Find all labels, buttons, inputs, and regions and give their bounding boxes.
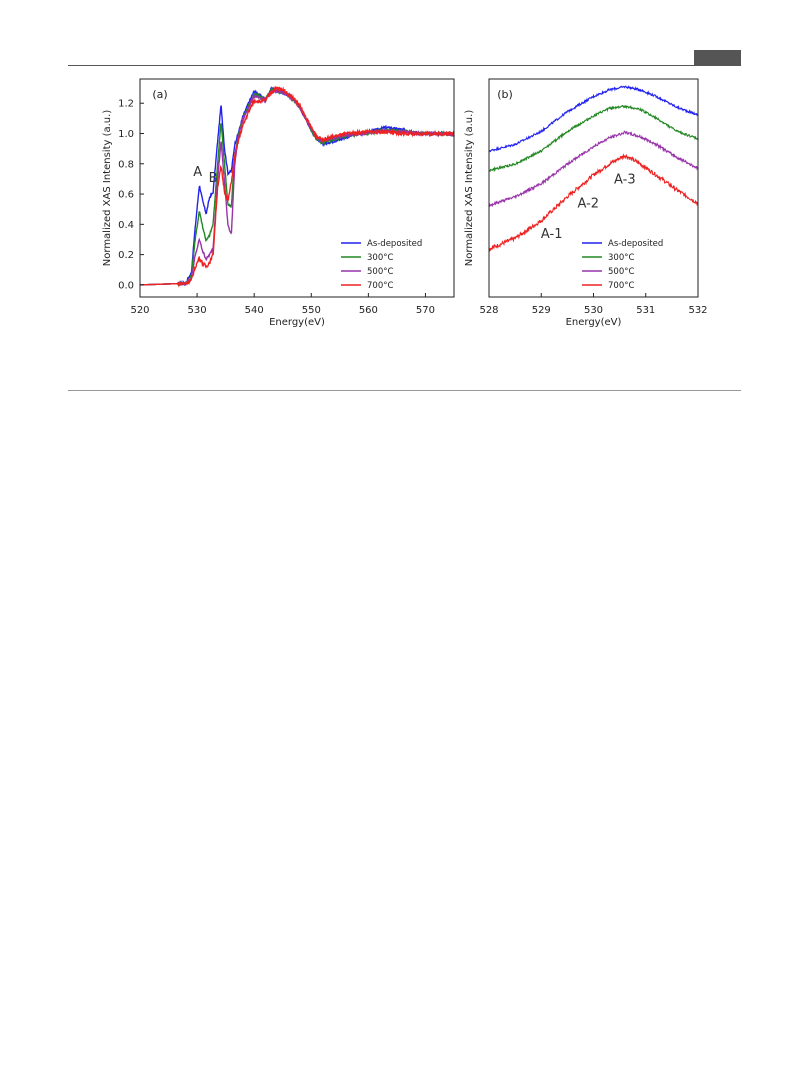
panel-label: (b) [497, 88, 513, 101]
legend-entry: As-deposited [608, 239, 663, 249]
legend: As-deposited 300°C 500°C 700°C [341, 239, 422, 291]
x-tick-label: 531 [636, 305, 655, 316]
y-axis-title: Normalized XAS Intensity (a.u.) [102, 110, 113, 267]
legend-entry: 300°C [608, 253, 634, 263]
panel-label: (a) [152, 88, 167, 101]
series-line-4 [139, 85, 455, 288]
x-tick-label: 532 [688, 305, 707, 316]
y-tick-label: 0.0 [118, 280, 134, 291]
y-tick-label: 1.2 [118, 99, 134, 110]
figure-bottom-rule [68, 390, 741, 391]
series-line-4 [488, 153, 699, 253]
legend-entry: 300°C [367, 253, 393, 263]
x-tick-label: 528 [479, 305, 498, 316]
panel-a: 520 530 540 550 560 570 0.0 0.2 0.4 0.6 0.8 1.0 1.2 E… [102, 78, 455, 328]
x-tick-label: 560 [359, 305, 378, 316]
legend-entry: 500°C [367, 267, 393, 277]
x-tick-label: 530 [188, 305, 207, 316]
series-line-1 [139, 86, 455, 287]
plot-frame [488, 78, 699, 298]
x-tick-label: 530 [584, 305, 603, 316]
legend: As-deposited 300°C 500°C 700°C [582, 239, 663, 291]
legend-entry: 500°C [608, 267, 634, 277]
series-line-1 [488, 85, 699, 153]
x-axis-title: Energy(eV) [566, 317, 622, 328]
header-rule [68, 65, 741, 66]
peak-annotation: B [209, 171, 218, 186]
series-line-3 [139, 88, 455, 287]
y-tick-label: 1.0 [118, 129, 134, 140]
series-group [488, 85, 699, 253]
y-tick-label: 0.2 [118, 250, 134, 261]
legend-entry: As-deposited [367, 239, 422, 249]
series-group [139, 85, 455, 288]
y-tick-label: 0.4 [118, 220, 134, 231]
series-line-2 [139, 87, 455, 287]
panel-b: 528 529 530 531 532 Energy(eV) Normalized XAS … [464, 78, 708, 328]
x-tick-label: 529 [532, 305, 551, 316]
peak-annotation: A [193, 165, 202, 180]
peak-annotation: A-2 [577, 197, 599, 212]
series-line-2 [488, 104, 699, 173]
x-tick-label: 570 [416, 305, 435, 316]
legend-entry: 700°C [608, 281, 634, 291]
x-axis-title: Energy(eV) [269, 317, 325, 328]
y-tick-label: 0.8 [118, 159, 134, 170]
series-line-3 [488, 130, 699, 208]
y-axis-title: Normalized XAS Intensity (a.u.) [464, 110, 475, 267]
header-tab [694, 50, 741, 65]
x-tick-label: 520 [130, 305, 149, 316]
x-tick-label: 540 [245, 305, 264, 316]
peak-annotation: A-3 [614, 173, 636, 188]
x-tick-label: 550 [302, 305, 321, 316]
peak-annotation: A-1 [541, 227, 563, 242]
plot-frame [139, 78, 455, 298]
legend-entry: 700°C [367, 281, 393, 291]
y-tick-label: 0.6 [118, 190, 134, 201]
